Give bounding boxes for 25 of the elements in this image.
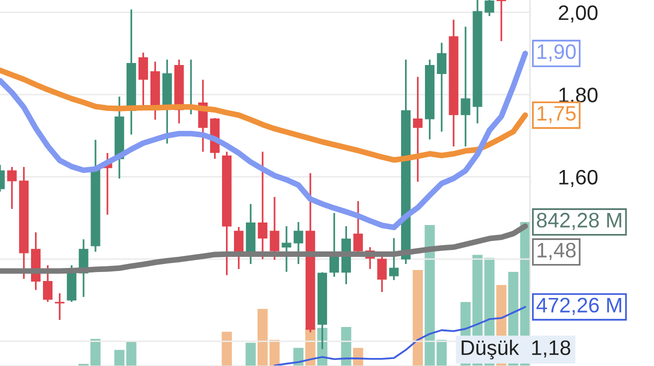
candlestick xyxy=(270,196,280,260)
candlestick xyxy=(7,166,17,209)
candlestick xyxy=(436,42,446,132)
data-label: 1,48 xyxy=(538,242,576,260)
candlestick xyxy=(389,238,399,280)
candlestick xyxy=(294,222,304,264)
candlestick xyxy=(377,255,387,292)
candlestick xyxy=(484,0,494,16)
y2-tick-label: 472,26 M xyxy=(536,298,622,315)
y2-tick-label: 842,28 M xyxy=(536,212,622,230)
candlestick xyxy=(282,226,292,272)
line-series xyxy=(274,306,526,366)
candlestick xyxy=(353,201,363,254)
candlestick xyxy=(329,213,339,277)
candlestick xyxy=(42,265,53,302)
y-tick-label: 2,00 xyxy=(558,5,598,23)
data-label: 1,75 xyxy=(538,106,576,124)
candlestick xyxy=(54,293,64,320)
annotation: Düşük 1,18 xyxy=(462,340,570,360)
y-tick-label: 1,60 xyxy=(559,170,598,188)
candlestick xyxy=(413,76,423,182)
candlestick xyxy=(258,152,268,260)
candlestick xyxy=(138,52,148,107)
candlestick xyxy=(460,26,470,146)
data-label: 1,90 xyxy=(538,44,576,62)
